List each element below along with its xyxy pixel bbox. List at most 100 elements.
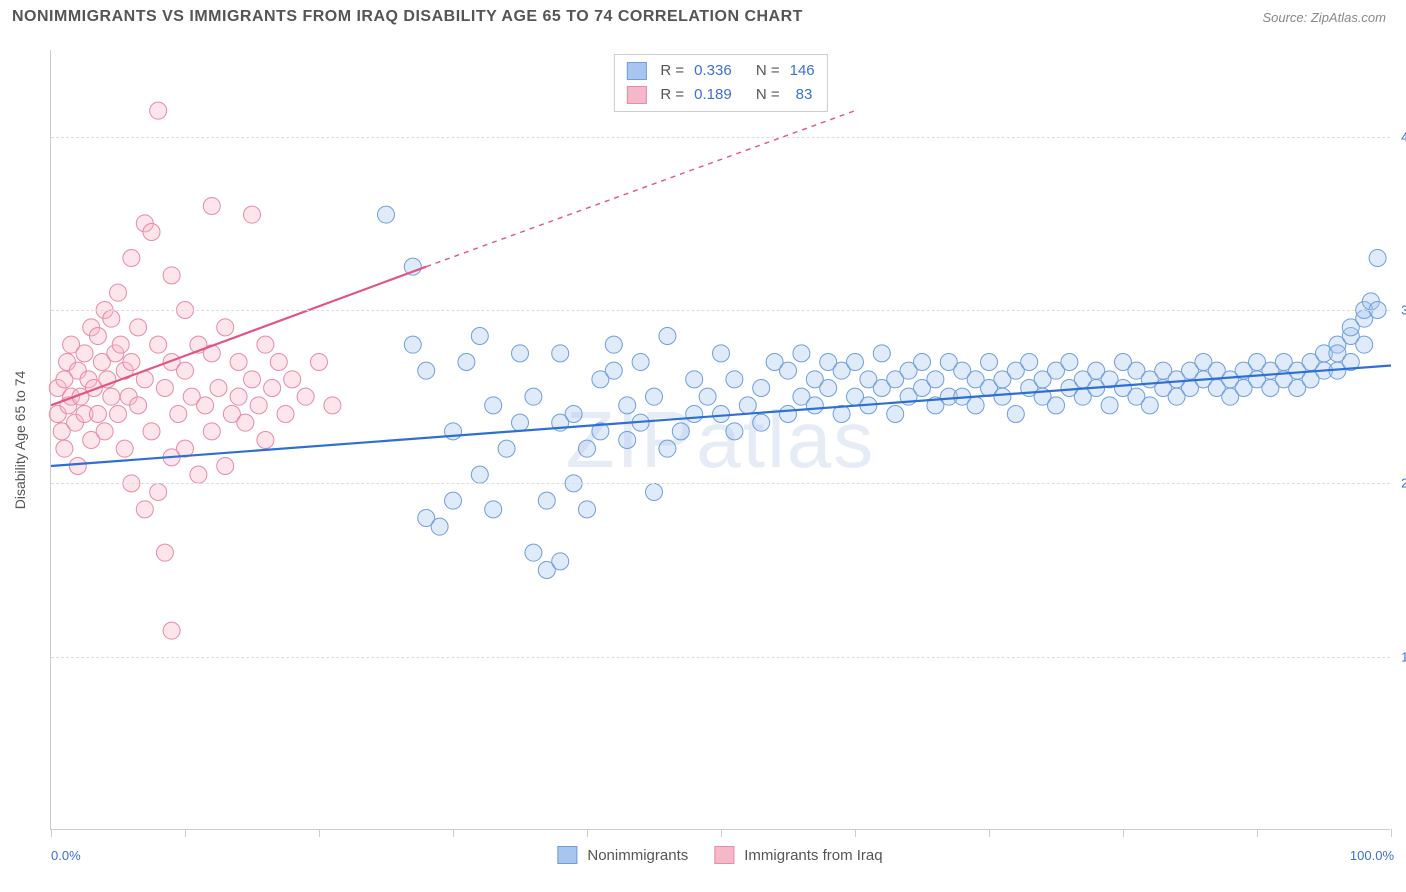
- data-point: [458, 354, 475, 371]
- plot-svg: [51, 50, 1390, 829]
- data-point: [713, 406, 730, 423]
- data-point: [927, 371, 944, 388]
- data-point: [89, 406, 106, 423]
- data-point: [605, 336, 622, 353]
- data-point: [525, 544, 542, 561]
- data-point: [217, 458, 234, 475]
- data-point: [56, 440, 73, 457]
- data-point: [1141, 397, 1158, 414]
- data-point: [806, 397, 823, 414]
- data-point: [156, 544, 173, 561]
- data-point: [820, 380, 837, 397]
- data-point: [445, 492, 462, 509]
- grid-line: [51, 657, 1390, 658]
- data-point: [753, 414, 770, 431]
- data-point: [619, 397, 636, 414]
- legend-item-immigrants: Immigrants from Iraq: [714, 846, 882, 864]
- data-point: [619, 432, 636, 449]
- data-point: [110, 284, 127, 301]
- data-point: [646, 388, 663, 405]
- correlation-legend: R = 0.336 N = 146 R = 0.189 N = 83: [613, 54, 827, 112]
- data-point: [244, 206, 261, 223]
- data-point: [512, 414, 529, 431]
- data-point: [277, 406, 294, 423]
- data-point: [753, 380, 770, 397]
- data-point: [726, 371, 743, 388]
- data-point: [914, 354, 931, 371]
- data-point: [1101, 397, 1118, 414]
- data-point: [150, 102, 167, 119]
- data-point: [512, 345, 529, 362]
- data-point: [257, 432, 274, 449]
- data-point: [284, 371, 301, 388]
- swatch-immigrants-icon: [714, 846, 734, 864]
- x-tick: [185, 829, 186, 837]
- data-point: [150, 336, 167, 353]
- series-legend: Nonimmigrants Immigrants from Iraq: [557, 846, 882, 864]
- n-value-immigrants: 83: [796, 83, 813, 107]
- data-point: [726, 423, 743, 440]
- data-point: [103, 388, 120, 405]
- data-point: [847, 354, 864, 371]
- data-point: [257, 336, 274, 353]
- data-point: [418, 362, 435, 379]
- data-point: [967, 397, 984, 414]
- data-point: [150, 484, 167, 501]
- data-point: [471, 328, 488, 345]
- x-tick: [1257, 829, 1258, 837]
- legend-item-nonimmigrants: Nonimmigrants: [557, 846, 688, 864]
- data-point: [163, 267, 180, 284]
- data-point: [203, 423, 220, 440]
- data-point: [96, 423, 113, 440]
- data-point: [873, 345, 890, 362]
- data-point: [404, 336, 421, 353]
- chart-header: NONIMMIGRANTS VS IMMIGRANTS FROM IRAQ DI…: [0, 0, 1406, 26]
- data-point: [270, 354, 287, 371]
- data-point: [143, 423, 160, 440]
- data-point: [123, 354, 140, 371]
- x-tick-label: 0.0%: [51, 848, 81, 863]
- data-point: [525, 388, 542, 405]
- data-point: [1369, 250, 1386, 267]
- data-point: [793, 345, 810, 362]
- x-tick-label: 100.0%: [1350, 848, 1394, 863]
- data-point: [605, 362, 622, 379]
- data-point: [659, 328, 676, 345]
- data-point: [130, 319, 147, 336]
- grid-line: [51, 137, 1390, 138]
- r-value-nonimmigrants: 0.336: [694, 59, 732, 83]
- swatch-immigrants: [626, 86, 646, 104]
- data-point: [780, 362, 797, 379]
- swatch-nonimmigrants: [626, 62, 646, 80]
- data-point: [230, 388, 247, 405]
- chart-title: NONIMMIGRANTS VS IMMIGRANTS FROM IRAQ DI…: [12, 8, 803, 26]
- swatch-nonimmigrants-icon: [557, 846, 577, 864]
- data-point: [1048, 397, 1065, 414]
- data-point: [485, 397, 502, 414]
- data-point: [264, 380, 281, 397]
- data-point: [311, 354, 328, 371]
- x-tick: [855, 829, 856, 837]
- data-point: [297, 388, 314, 405]
- data-point: [378, 206, 395, 223]
- data-point: [130, 397, 147, 414]
- data-point: [632, 354, 649, 371]
- data-point: [110, 406, 127, 423]
- grid-line: [51, 483, 1390, 484]
- trend-line: [51, 267, 426, 406]
- data-point: [686, 371, 703, 388]
- data-point: [203, 198, 220, 215]
- data-point: [324, 397, 341, 414]
- data-point: [69, 458, 86, 475]
- data-point: [156, 380, 173, 397]
- y-axis-label: Disability Age 65 to 74: [12, 371, 28, 510]
- data-point: [210, 380, 227, 397]
- x-tick: [1123, 829, 1124, 837]
- data-point: [887, 406, 904, 423]
- n-value-nonimmigrants: 146: [790, 59, 815, 83]
- data-point: [177, 362, 194, 379]
- data-point: [646, 484, 663, 501]
- x-tick: [319, 829, 320, 837]
- data-point: [780, 406, 797, 423]
- data-point: [579, 440, 596, 457]
